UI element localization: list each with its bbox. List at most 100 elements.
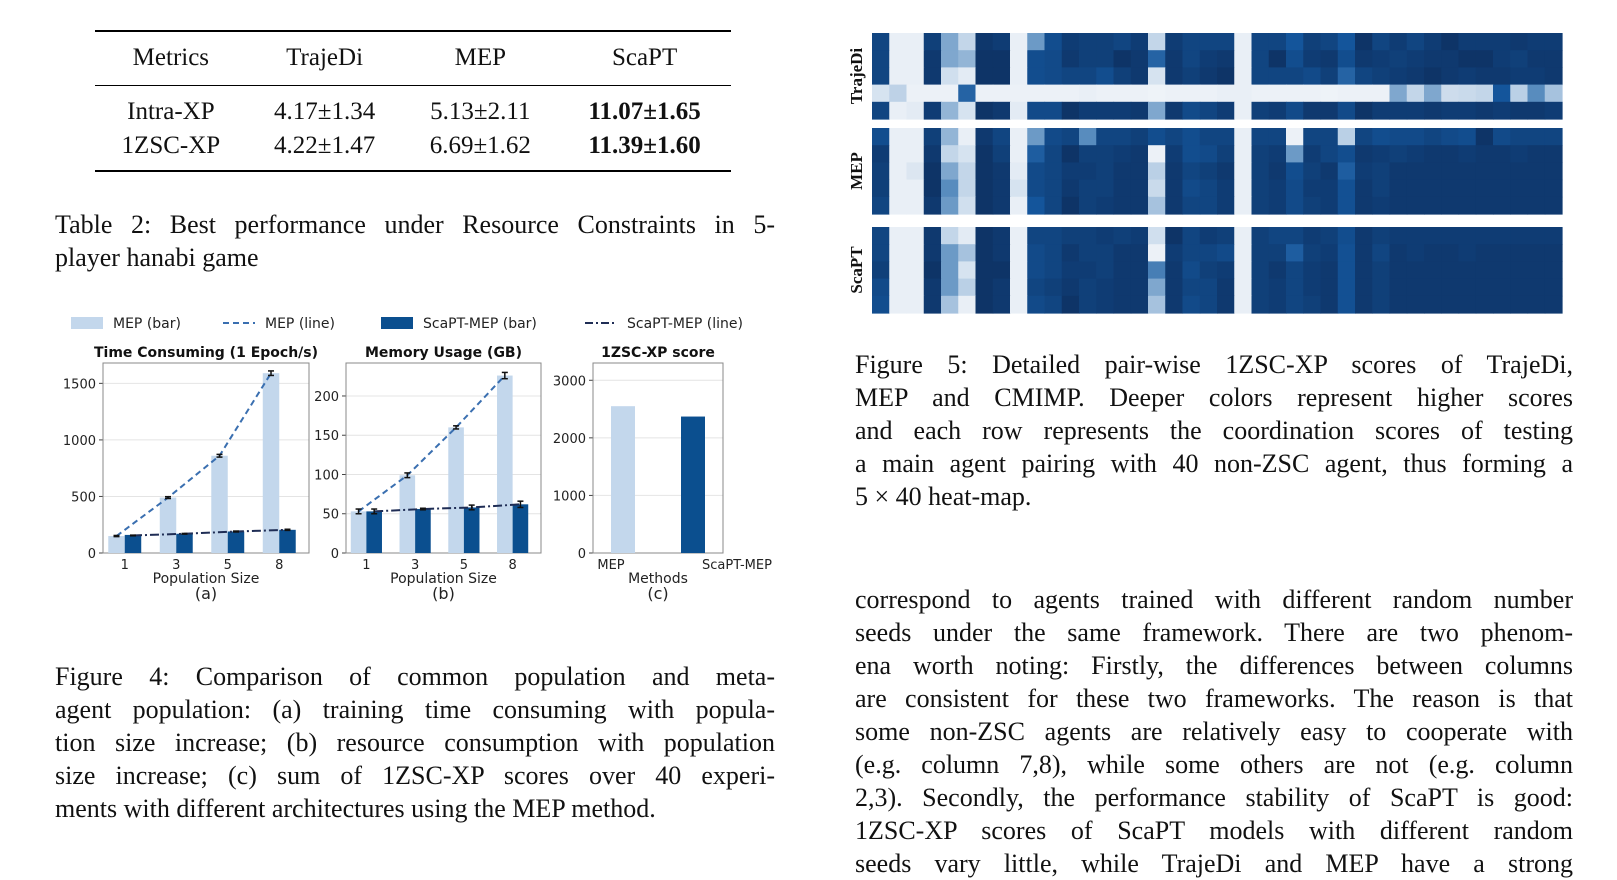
heatmap-cell (1527, 67, 1546, 86)
heatmap-cell (1217, 33, 1235, 51)
heatmap-cell (1303, 261, 1322, 280)
heatmap-cell (941, 128, 959, 146)
table-2: Metrics TrajeDi MEP ScaPT Intra-XP 4.17±… (95, 30, 731, 172)
heatmap-cell (1475, 261, 1494, 280)
heatmap-cell (975, 278, 994, 297)
heatmap-cell (1355, 33, 1373, 51)
heatmap-cell (1010, 179, 1028, 198)
heatmap-cell (1424, 196, 1442, 215)
heatmap-cell (1044, 84, 1063, 103)
bar (366, 511, 382, 553)
heatmap-cell (1303, 227, 1322, 245)
heatmap-cell (1199, 295, 1218, 314)
heatmap-cell (1165, 33, 1184, 51)
heatmap-cell (1303, 162, 1322, 181)
heatmap-cell (1424, 101, 1442, 120)
heatmap-cell (1372, 84, 1391, 103)
heatmap-cell (975, 128, 994, 146)
heatmap-cell (1406, 278, 1425, 297)
heatmap-cell (1337, 67, 1356, 86)
heatmap-cell (1527, 196, 1546, 215)
heatmap-cell (1199, 128, 1218, 146)
heatmap-cell (1286, 244, 1304, 262)
heatmap-cell (1493, 244, 1511, 262)
y-tick-label: 2000 (553, 432, 586, 447)
heatmap-cell (1061, 179, 1080, 198)
heatmap-cell (1251, 145, 1270, 163)
heatmap-cell (1389, 101, 1408, 120)
heatmap-cell (1113, 33, 1132, 51)
heatmap-cell (1320, 128, 1339, 146)
heatmap-cell (1510, 227, 1529, 245)
text-line: are consistent for these two frameworks.… (855, 684, 1573, 713)
heatmap-cell (1475, 67, 1494, 86)
text-line: seeds under the same framework. There ar… (855, 618, 1573, 647)
scapt-mep-line (132, 528, 288, 537)
heatmap-cell (1010, 128, 1028, 146)
heatmap-cell (1027, 196, 1046, 215)
heatmap-cell (1544, 227, 1563, 245)
heatmap-cell (1113, 227, 1132, 245)
heatmap-cell (1234, 84, 1253, 103)
heatmap-cell (1148, 196, 1166, 215)
bar (399, 475, 416, 553)
heatmap-cell (906, 278, 925, 297)
heatmap-cell (1251, 295, 1270, 314)
heatmap-cell (1096, 33, 1115, 51)
heatmap-cell (1493, 67, 1511, 86)
heatmap-cell (1148, 50, 1166, 68)
heatmap-cell (1182, 50, 1201, 68)
table-row: Intra-XP 4.17±1.34 5.13±2.11 11.07±1.65 (95, 85, 731, 128)
heatmap-cell (1424, 261, 1442, 280)
caption-line: MEP and CMIMP. Deeper colors represent h… (855, 383, 1573, 412)
heatmap-cell (1458, 101, 1477, 120)
heatmap-cell (1510, 244, 1529, 262)
heatmap-cell (1251, 162, 1270, 181)
heatmap-cell (1372, 128, 1391, 146)
y-tick-label: 200 (314, 390, 339, 405)
heatmap-cell (1406, 295, 1425, 314)
heatmap-cell (1510, 101, 1529, 120)
heatmap-cell (1148, 227, 1166, 245)
text-line: some non-ZSC agents are relatively easy … (855, 717, 1573, 746)
heatmap-cell (975, 261, 994, 280)
heatmap-cell (1079, 261, 1097, 280)
y-tick-label: 1000 (63, 434, 96, 449)
heatmap-cell (906, 162, 925, 181)
heatmap-cell (1286, 67, 1304, 86)
heatmap-cell (1406, 128, 1425, 146)
heatmap-cell (1061, 33, 1080, 51)
y-tick-label: 0 (88, 547, 96, 562)
heatmap-cell (1355, 295, 1373, 314)
heatmap-cell (1199, 227, 1218, 245)
heatmap-cell (975, 179, 994, 198)
heatmap-cell (958, 128, 977, 146)
heatmap-cell (1096, 84, 1115, 103)
heatmap-cell (872, 295, 890, 314)
heatmap-cell (889, 227, 908, 245)
heatmap-cell (1234, 162, 1253, 181)
cell-scapt: 11.39±1.60 (588, 132, 701, 159)
scapt-mep-line (374, 503, 521, 513)
heatmap-cell (1493, 101, 1511, 120)
legend-label: MEP (line) (265, 316, 335, 332)
heatmap-cell (1079, 33, 1097, 51)
heatmap-cell (1251, 179, 1270, 198)
heatmap-cell (1165, 162, 1184, 181)
heatmap-cell (1061, 162, 1080, 181)
subplot-label: (c) (647, 584, 668, 603)
heatmap-cell (923, 227, 942, 245)
heatmap-cell (1165, 196, 1184, 215)
heatmap-cell (1372, 67, 1391, 86)
heatmap-cell (1355, 261, 1373, 280)
heatmap-cell (1079, 244, 1097, 262)
heatmap-cell (1337, 196, 1356, 215)
caption-line: and each row represents the coordination… (855, 416, 1573, 445)
heatmap-cell (1372, 33, 1391, 51)
heatmap-cell (1268, 196, 1287, 215)
cell-trajedi: 4.22±1.47 (273, 132, 376, 159)
heatmap-cell (1113, 196, 1132, 215)
heatmap-cell (889, 67, 908, 86)
heatmap-cell (1389, 67, 1408, 86)
heatmap-cell (1475, 244, 1494, 262)
